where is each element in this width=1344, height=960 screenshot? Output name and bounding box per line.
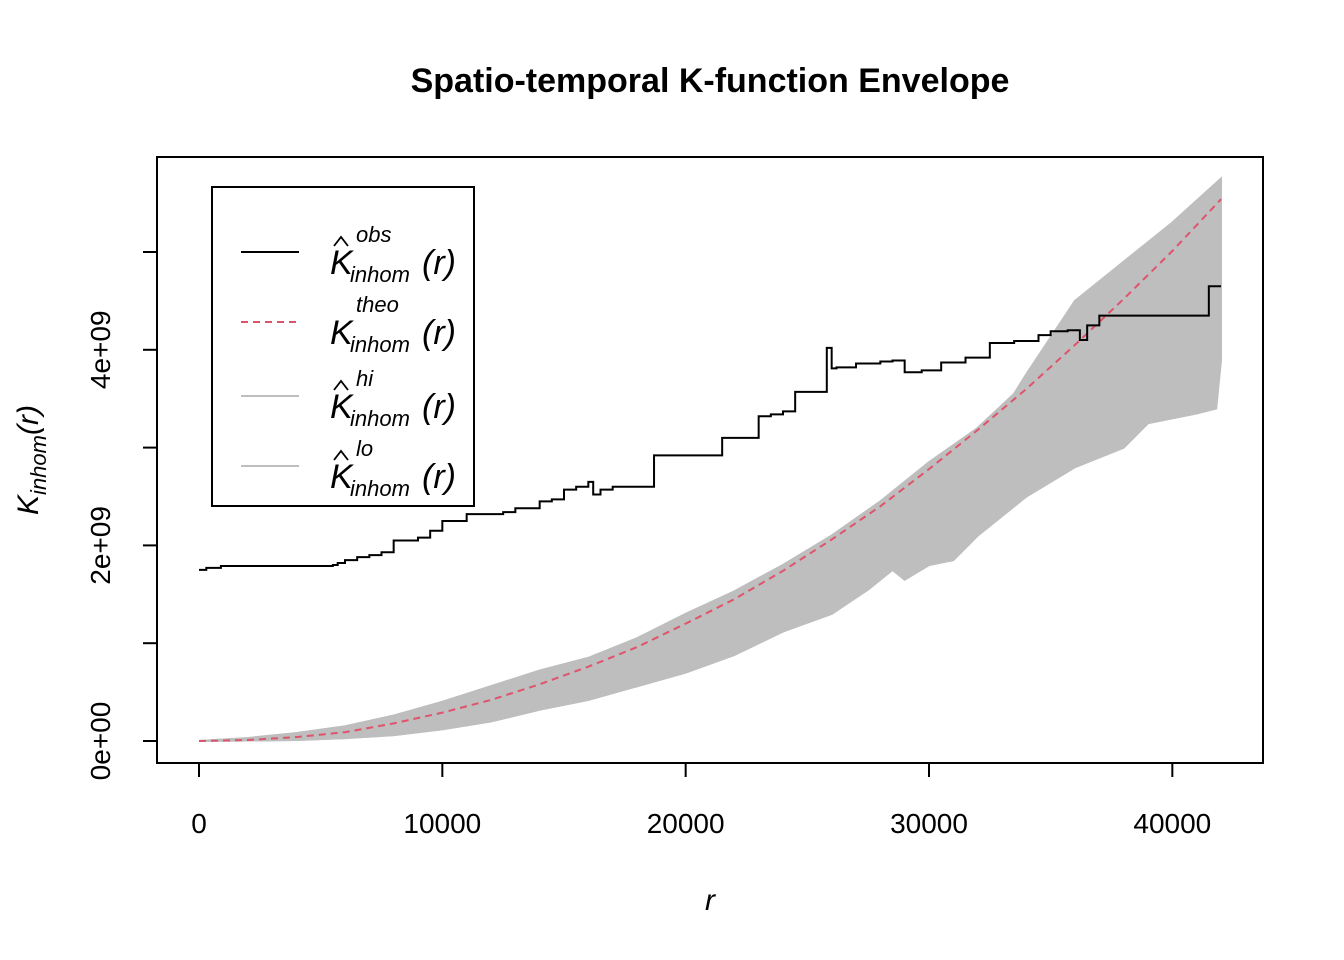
legend-arg: (r) (422, 388, 456, 426)
x-axis: 0 10000 20000 30000 40000 (191, 762, 1211, 839)
legend-base: K (330, 458, 354, 496)
y-tick-label: 0e+00 (85, 702, 116, 781)
x-tick-label: 0 (191, 808, 207, 839)
legend-item-hi: Khi inhom (r) (241, 366, 456, 431)
x-tick-label: 30000 (890, 808, 968, 839)
x-tick-label: 40000 (1133, 808, 1211, 839)
y-axis-label-base: K (12, 493, 45, 515)
legend-arg: (r) (422, 244, 456, 282)
legend-arg: (r) (422, 314, 456, 352)
legend-item-lo: Klo inhom (r) (241, 436, 456, 501)
series-obs-line (199, 285, 1221, 571)
legend-sub: inhom (350, 476, 410, 501)
plot-area (198, 176, 1222, 742)
series-hi-line (198, 177, 1222, 742)
legend-base: K (330, 388, 354, 426)
hat-icon (333, 449, 349, 461)
hat-icon (333, 379, 349, 391)
legend-sub: inhom (350, 406, 410, 431)
legend-sup: theo (356, 292, 399, 317)
series-lo-line (198, 359, 1222, 742)
x-tick-label: 20000 (647, 808, 725, 839)
y-axis: 0e+00 2e+09 4e+09 (85, 251, 158, 781)
x-axis-label: r (705, 884, 716, 917)
legend-sub: inhom (350, 262, 410, 287)
hat-icon (333, 235, 349, 247)
y-axis-label: Kinhom(r) (12, 405, 51, 515)
y-tick-label: 2e+09 (85, 506, 116, 585)
chart-title: Spatio-temporal K-function Envelope (411, 62, 1010, 100)
y-tick-label: 4e+09 (85, 310, 116, 389)
legend-sup: hi (356, 366, 374, 391)
legend-sup: lo (356, 436, 373, 461)
svg-text:Kinhom(r): Kinhom(r) (12, 405, 51, 515)
y-axis-label-arg: (r) (12, 405, 45, 435)
series-theo-line (198, 198, 1222, 742)
legend-base: K (330, 244, 354, 282)
x-tick-label: 10000 (403, 808, 481, 839)
legend-base: K (330, 314, 354, 352)
legend-arg: (r) (422, 458, 456, 496)
y-axis-label-sub: inhom (26, 435, 51, 495)
legend-sup: obs (356, 222, 391, 247)
legend-sub: inhom (350, 332, 410, 357)
